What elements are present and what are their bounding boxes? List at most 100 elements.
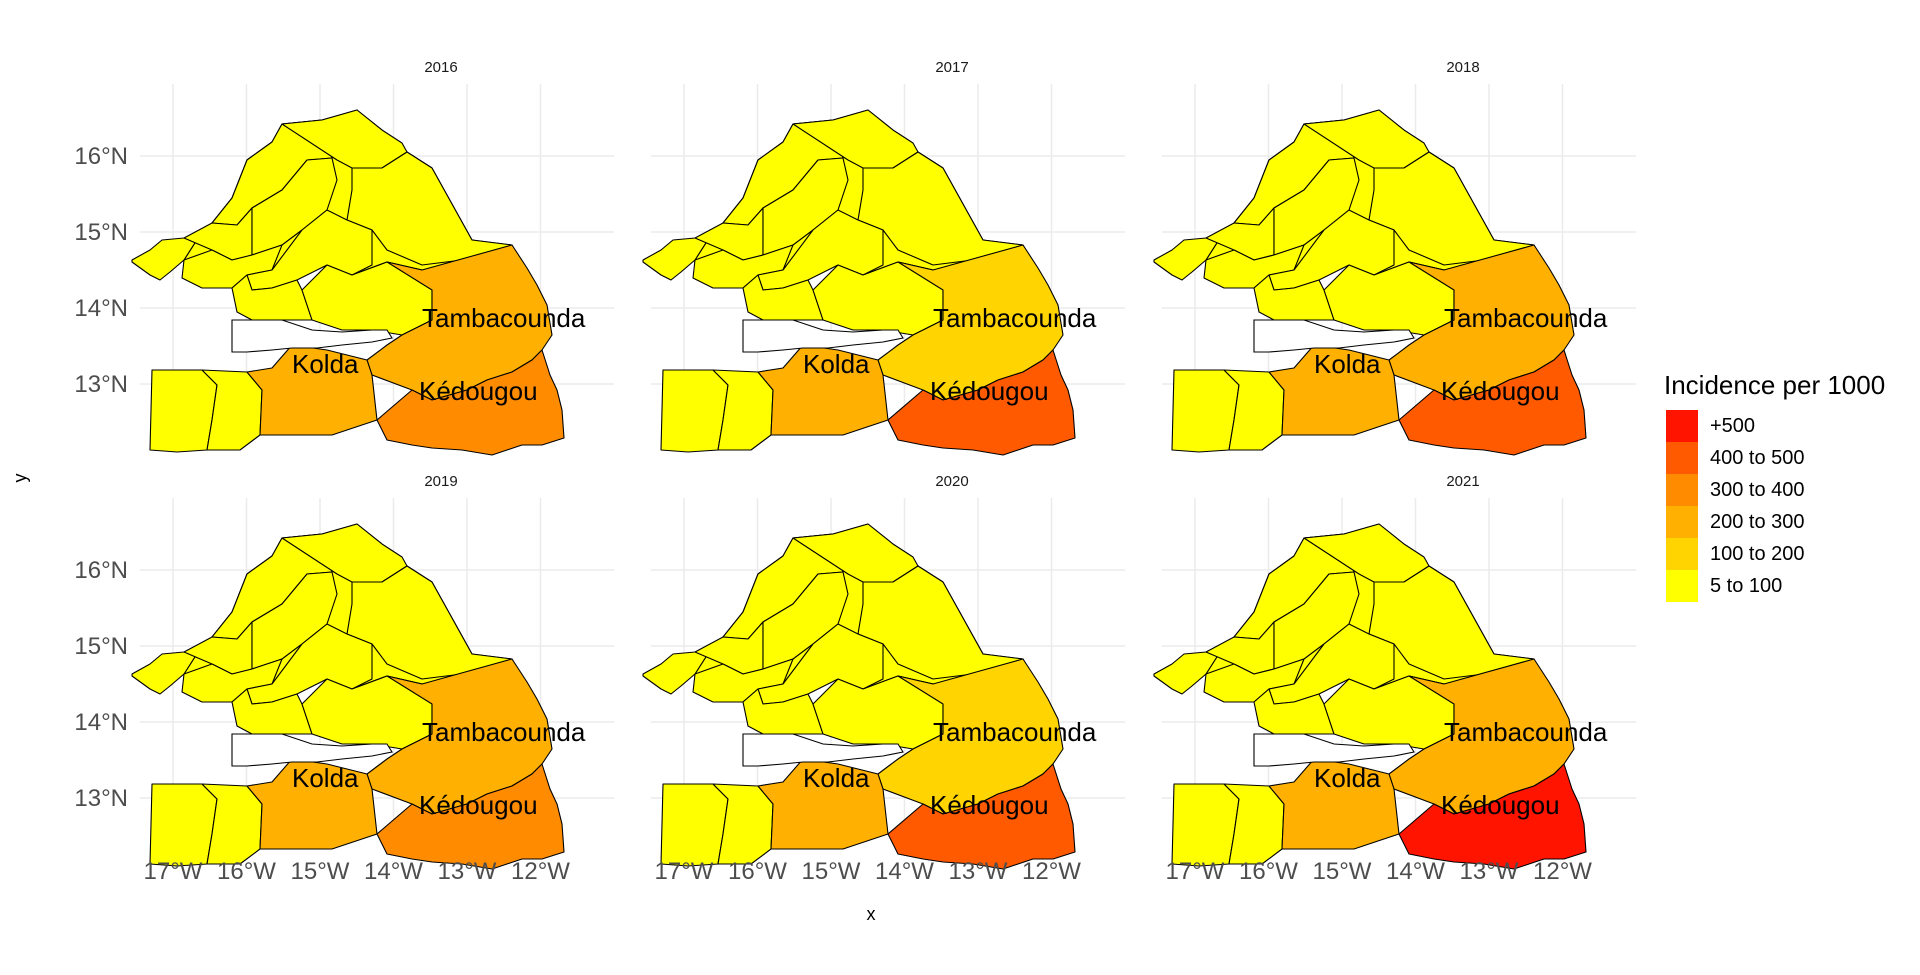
panel-title-2017: 2017 xyxy=(935,59,968,76)
label-kedougou: Kédougou xyxy=(930,376,1049,406)
legend-swatch xyxy=(1666,506,1698,538)
region-saint-louis xyxy=(792,109,919,169)
map-panels: 2016 Tambacounda Kolda Kédougou 16°N 15°N 14°N… xyxy=(74,59,1636,885)
map-panel-2020: 2020 Tambacounda Kolda Kédougou 17°W 16°W 15°W… xyxy=(642,473,1125,885)
x-tick-label: 12°W xyxy=(1533,858,1592,885)
legend-label: 300 to 400 xyxy=(1710,479,1805,501)
x-tick-label: 14°W xyxy=(1386,858,1445,885)
gambia-gap xyxy=(1253,319,1415,353)
legend: Incidence per 1000 +500 400 to 500 300 to … xyxy=(1664,370,1885,602)
label-tambacounda: Tambacounda xyxy=(1444,303,1608,333)
x-tick-label: 14°W xyxy=(364,858,423,885)
region-saint-louis xyxy=(1303,523,1430,583)
region-ziguinchor xyxy=(660,783,729,867)
label-tambacounda: Tambacounda xyxy=(422,717,586,747)
x-tick-label: 15°W xyxy=(802,858,861,885)
legend-label: +500 xyxy=(1710,415,1755,437)
x-tick-label: 12°W xyxy=(1022,858,1081,885)
label-kolda: Kolda xyxy=(803,763,870,793)
x-tick-label: 16°W xyxy=(728,858,787,885)
legend-label: 100 to 200 xyxy=(1710,543,1805,565)
region-saint-louis xyxy=(281,109,408,169)
country-map: Tambacounda Kolda Kédougou xyxy=(642,109,1097,456)
x-tick-label: 12°W xyxy=(511,858,570,885)
legend-swatch xyxy=(1666,538,1698,570)
legend-swatch xyxy=(1666,474,1698,506)
y-tick-label: 16°N xyxy=(74,143,128,170)
y-tick-label: 15°N xyxy=(74,633,128,660)
region-ziguinchor xyxy=(149,783,218,867)
x-tick-label: 17°W xyxy=(1166,858,1225,885)
x-tick-label: 13°W xyxy=(949,858,1008,885)
region-saint-louis xyxy=(281,523,408,583)
legend-title: Incidence per 1000 xyxy=(1664,370,1885,400)
x-tick-label: 16°W xyxy=(1239,858,1298,885)
gambia-gap xyxy=(742,319,904,353)
panel-title-2021: 2021 xyxy=(1446,473,1479,490)
panel-title-2020: 2020 xyxy=(935,473,968,490)
y-tick-label: 14°N xyxy=(74,295,128,322)
y-tick-label: 13°N xyxy=(74,371,128,398)
legend-label: 5 to 100 xyxy=(1710,575,1782,597)
x-tick-label: 15°W xyxy=(291,858,350,885)
region-saint-louis xyxy=(1303,109,1430,169)
region-kedougou xyxy=(887,763,1076,870)
legend-label: 200 to 300 xyxy=(1710,511,1805,533)
y-axis-title: y xyxy=(10,474,30,483)
x-tick-label: 13°W xyxy=(438,858,497,885)
gambia-gap xyxy=(1253,733,1415,767)
label-kedougou: Kédougou xyxy=(930,790,1049,820)
gambia-gap xyxy=(231,733,393,767)
label-tambacounda: Tambacounda xyxy=(1444,717,1608,747)
x-tick-label: 17°W xyxy=(655,858,714,885)
region-kedougou xyxy=(1398,349,1587,456)
label-tambacounda: Tambacounda xyxy=(422,303,586,333)
gambia-gap xyxy=(231,319,393,353)
region-kedougou xyxy=(376,349,565,456)
x-tick-label: 17°W xyxy=(144,858,203,885)
region-ziguinchor xyxy=(1171,783,1240,867)
label-kolda: Kolda xyxy=(292,763,359,793)
label-kolda: Kolda xyxy=(1314,763,1381,793)
region-ziguinchor xyxy=(149,369,218,453)
panel-title-2019: 2019 xyxy=(424,473,457,490)
country-map: Tambacounda Kolda Kédougou xyxy=(1153,523,1608,870)
label-tambacounda: Tambacounda xyxy=(933,717,1097,747)
x-tick-label: 16°W xyxy=(217,858,276,885)
y-tick-label: 16°N xyxy=(74,557,128,584)
country-map: Tambacounda Kolda Kédougou xyxy=(642,523,1097,870)
region-ziguinchor xyxy=(660,369,729,453)
panel-title-2016: 2016 xyxy=(424,59,457,76)
legend-swatch xyxy=(1666,442,1698,474)
country-map: Tambacounda Kolda Kédougou xyxy=(131,109,586,456)
y-tick-label: 14°N xyxy=(74,709,128,736)
region-ziguinchor xyxy=(1171,369,1240,453)
x-axis-title: x xyxy=(867,904,876,924)
y-tick-label: 15°N xyxy=(74,219,128,246)
label-kolda: Kolda xyxy=(292,349,359,379)
map-panel-2016: 2016 Tambacounda Kolda Kédougou 16°N 15°N 14°N… xyxy=(74,59,614,456)
map-panel-2021: 2021 Tambacounda Kolda Kédougou 17°W 16°W 15°W… xyxy=(1153,473,1636,885)
legend-label: 400 to 500 xyxy=(1710,447,1805,469)
x-tick-label: 13°W xyxy=(1460,858,1519,885)
x-tick-label: 15°W xyxy=(1313,858,1372,885)
region-kedougou xyxy=(887,349,1076,456)
label-kedougou: Kédougou xyxy=(1441,790,1560,820)
region-kedougou xyxy=(376,763,565,870)
x-tick-label: 14°W xyxy=(875,858,934,885)
label-kolda: Kolda xyxy=(803,349,870,379)
country-map: Tambacounda Kolda Kédougou xyxy=(1153,109,1608,456)
region-saint-louis xyxy=(792,523,919,583)
label-kedougou: Kédougou xyxy=(419,376,538,406)
map-panel-2019: 2019 Tambacounda Kolda Kédougou 16°N 15°N 14°N… xyxy=(74,473,614,885)
label-kolda: Kolda xyxy=(1314,349,1381,379)
legend-swatch xyxy=(1666,570,1698,602)
region-kedougou xyxy=(1398,763,1587,870)
label-tambacounda: Tambacounda xyxy=(933,303,1097,333)
legend-swatch xyxy=(1666,410,1698,442)
label-kedougou: Kédougou xyxy=(1441,376,1560,406)
y-tick-label: 13°N xyxy=(74,785,128,812)
gambia-gap xyxy=(742,733,904,767)
country-map: Tambacounda Kolda Kédougou xyxy=(131,523,586,870)
